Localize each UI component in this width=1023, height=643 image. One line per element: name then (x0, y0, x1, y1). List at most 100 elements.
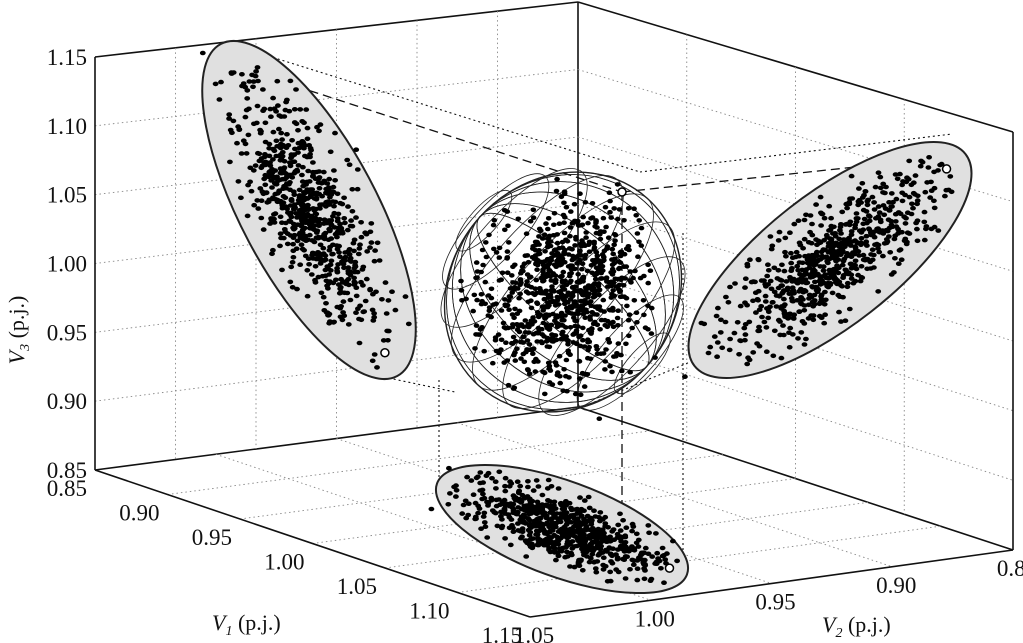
proj-v1v3-point (344, 157, 351, 163)
proj-v1v3-point (309, 224, 316, 230)
proj-v1v2-point (555, 486, 562, 491)
proj-v1v2-point (555, 529, 562, 534)
ellipsoid-point (540, 262, 547, 268)
proj-v1v3-point (246, 79, 253, 84)
proj-v1v3-point (235, 179, 242, 184)
proj-v2v3-point (781, 268, 788, 274)
proj-v1v3-point (227, 159, 233, 165)
proj-v1v2-point (563, 527, 570, 532)
proj-v1v3-point (351, 237, 358, 243)
proj-v1v3-point (363, 231, 370, 237)
ellipsoid-point (597, 236, 604, 242)
proj-v2v3-point (893, 196, 900, 202)
proj-v1v3-point (310, 174, 316, 179)
proj-v2v3-point (859, 275, 866, 281)
ellipsoid-point (565, 350, 572, 356)
proj-v1v3-point (289, 138, 295, 143)
ellipsoid-point (567, 225, 574, 230)
proj-v2v3-point (823, 232, 830, 238)
proj-v1v2-point (502, 488, 509, 494)
proj-v1v3-point (299, 119, 306, 124)
proj-v1v3-point (335, 211, 342, 217)
ellipsoid-point (620, 283, 627, 288)
proj-v1v3-point (216, 97, 223, 102)
ellipsoid-point (561, 367, 567, 372)
ellipsoid-point (633, 310, 640, 316)
proj-v2v3-point (898, 257, 905, 263)
proj-v1v3-point (266, 153, 273, 159)
proj-v1v2-point (530, 488, 537, 493)
proj-v1v2-point (623, 525, 630, 530)
proj-v2v3-point (869, 247, 876, 252)
ellipsoid-point (584, 268, 591, 274)
ellipsoid-point (603, 347, 609, 352)
proj-v1v2-point (576, 563, 583, 568)
proj-v1v3-point (301, 248, 307, 253)
proj-v1v2-point (524, 507, 530, 512)
proj-v2v3-point (815, 287, 822, 293)
proj-v1v3-point (271, 148, 278, 154)
proj-v1v3-point (256, 158, 263, 164)
proj-v1v3-point (294, 222, 301, 227)
proj-v1v2-point (472, 500, 479, 506)
ellipsoid-point (533, 330, 539, 336)
proj-v2v3-point (869, 231, 876, 237)
proj-v1v2-point (615, 569, 622, 575)
proj-v1v2-point (499, 523, 506, 529)
proj-v2v3-point (899, 198, 906, 204)
proj-v1v3-point (351, 248, 357, 254)
proj-v1v2-point (636, 555, 642, 560)
proj-v1v3-point (285, 143, 292, 148)
ellipsoid-point (483, 254, 490, 260)
proj-v1v3-point (347, 272, 354, 278)
proj-v1v2-point (593, 569, 600, 575)
proj-v1v3-point (239, 83, 245, 89)
proj-v1v3-point (355, 251, 362, 257)
proj-v1v3-point (254, 65, 261, 70)
ellipsoid-point (528, 305, 535, 311)
proj-v1v2-point (535, 484, 542, 489)
proj-v1v2-point (649, 554, 656, 559)
z-tick-label: 0.85 (47, 458, 87, 483)
proj-v1v3-point (315, 235, 321, 241)
proj-v2v3-point (853, 211, 860, 216)
ellipsoid-point (610, 251, 616, 257)
proj-v1v3-point (299, 172, 305, 178)
proj-v1v3-point (358, 220, 364, 225)
ellipsoid-point (560, 212, 567, 218)
ellipsoid-point (604, 244, 611, 249)
proj-v2v3-point (871, 265, 877, 270)
proj-v2v3-point (819, 211, 825, 217)
proj-v1v3-point (291, 120, 298, 125)
proj-v1v3-point (337, 254, 343, 260)
proj-v1v2-point (475, 510, 481, 516)
ellipsoid-point (617, 253, 624, 259)
proj-v2v3-point (928, 188, 935, 193)
proj-v1v2-marker (664, 563, 675, 573)
ellipsoid-point (574, 288, 581, 294)
ellipsoid-point (591, 239, 597, 245)
proj-v1v3-point (263, 190, 270, 195)
proj-v2v3-point (787, 275, 793, 280)
proj-v1v3-point (306, 218, 312, 224)
proj-v1v3-point (328, 258, 335, 264)
proj-v2v3-point (798, 330, 805, 335)
proj-v2v3-point (726, 347, 733, 353)
proj-v1v2-point (544, 536, 550, 542)
ellipsoid-point (575, 272, 581, 277)
ellipsoid-point (582, 256, 588, 261)
proj-v1v3-point (291, 159, 298, 164)
proj-v1v2-point (468, 478, 475, 483)
proj-v2v3-point (852, 225, 858, 231)
proj-v1v2-point (575, 516, 581, 521)
proj-v1v3-point (226, 112, 233, 117)
proj-v1v2-point (583, 549, 590, 555)
proj-v1v3-point (330, 199, 336, 204)
proj-v1v2-point (597, 546, 604, 552)
proj-v2v3-point (785, 315, 792, 321)
proj-v2v3-point (875, 246, 881, 251)
ellipsoid-point (559, 314, 565, 319)
ellipsoid-point (559, 279, 566, 285)
proj-v2v3-point (797, 272, 803, 277)
proj-v2v3-point (862, 189, 869, 194)
